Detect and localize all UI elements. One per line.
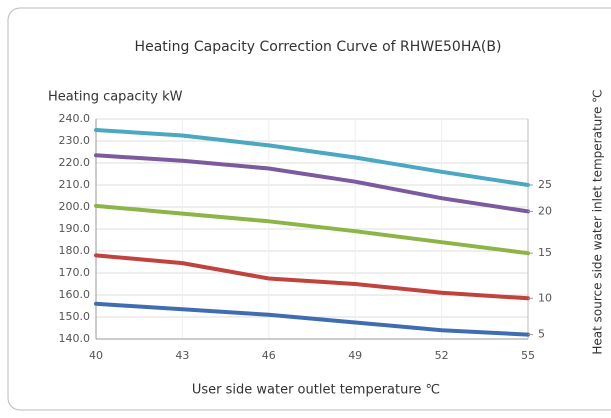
series-line	[94, 253, 530, 301]
y-tick-label: 140.0	[59, 332, 91, 345]
x-tick-label: 40	[89, 349, 103, 362]
y-tick-label: 210.0	[59, 178, 91, 191]
x-tick-label: 49	[348, 349, 362, 362]
y-tick-label: 240.0	[59, 112, 91, 125]
x-axis-label: User side water outlet temperature ℃	[192, 383, 440, 398]
y-tick-label: 230.0	[59, 134, 91, 147]
y-axis-label: Heating capacity kW	[48, 90, 183, 105]
series-line	[94, 203, 530, 256]
series-line	[94, 128, 530, 187]
y-tick-label: 190.0	[59, 222, 91, 235]
series-label: 20	[538, 204, 552, 217]
y-tick-label: 220.0	[59, 156, 91, 169]
y-tick-label: 200.0	[59, 200, 91, 213]
series-label: 25	[538, 178, 552, 191]
series-line	[94, 301, 530, 337]
y-tick-label: 170.0	[59, 266, 91, 279]
series-label: 10	[538, 291, 552, 304]
series-label: 5	[538, 328, 545, 341]
series-label: 15	[538, 246, 552, 259]
x-tick-label: 52	[435, 349, 449, 362]
chart-title: Heating Capacity Correction Curve of RHW…	[135, 39, 502, 55]
y-tick-label: 160.0	[59, 288, 91, 301]
x-tick-label: 55	[521, 349, 535, 362]
series-line	[94, 153, 530, 214]
x-tick-label: 46	[262, 349, 276, 362]
y-tick-label: 180.0	[59, 244, 91, 257]
x-tick-label: 43	[175, 349, 189, 362]
y2-axis-label: Heat source side water inlet temperature…	[591, 89, 605, 354]
y-tick-label: 150.0	[59, 310, 91, 323]
